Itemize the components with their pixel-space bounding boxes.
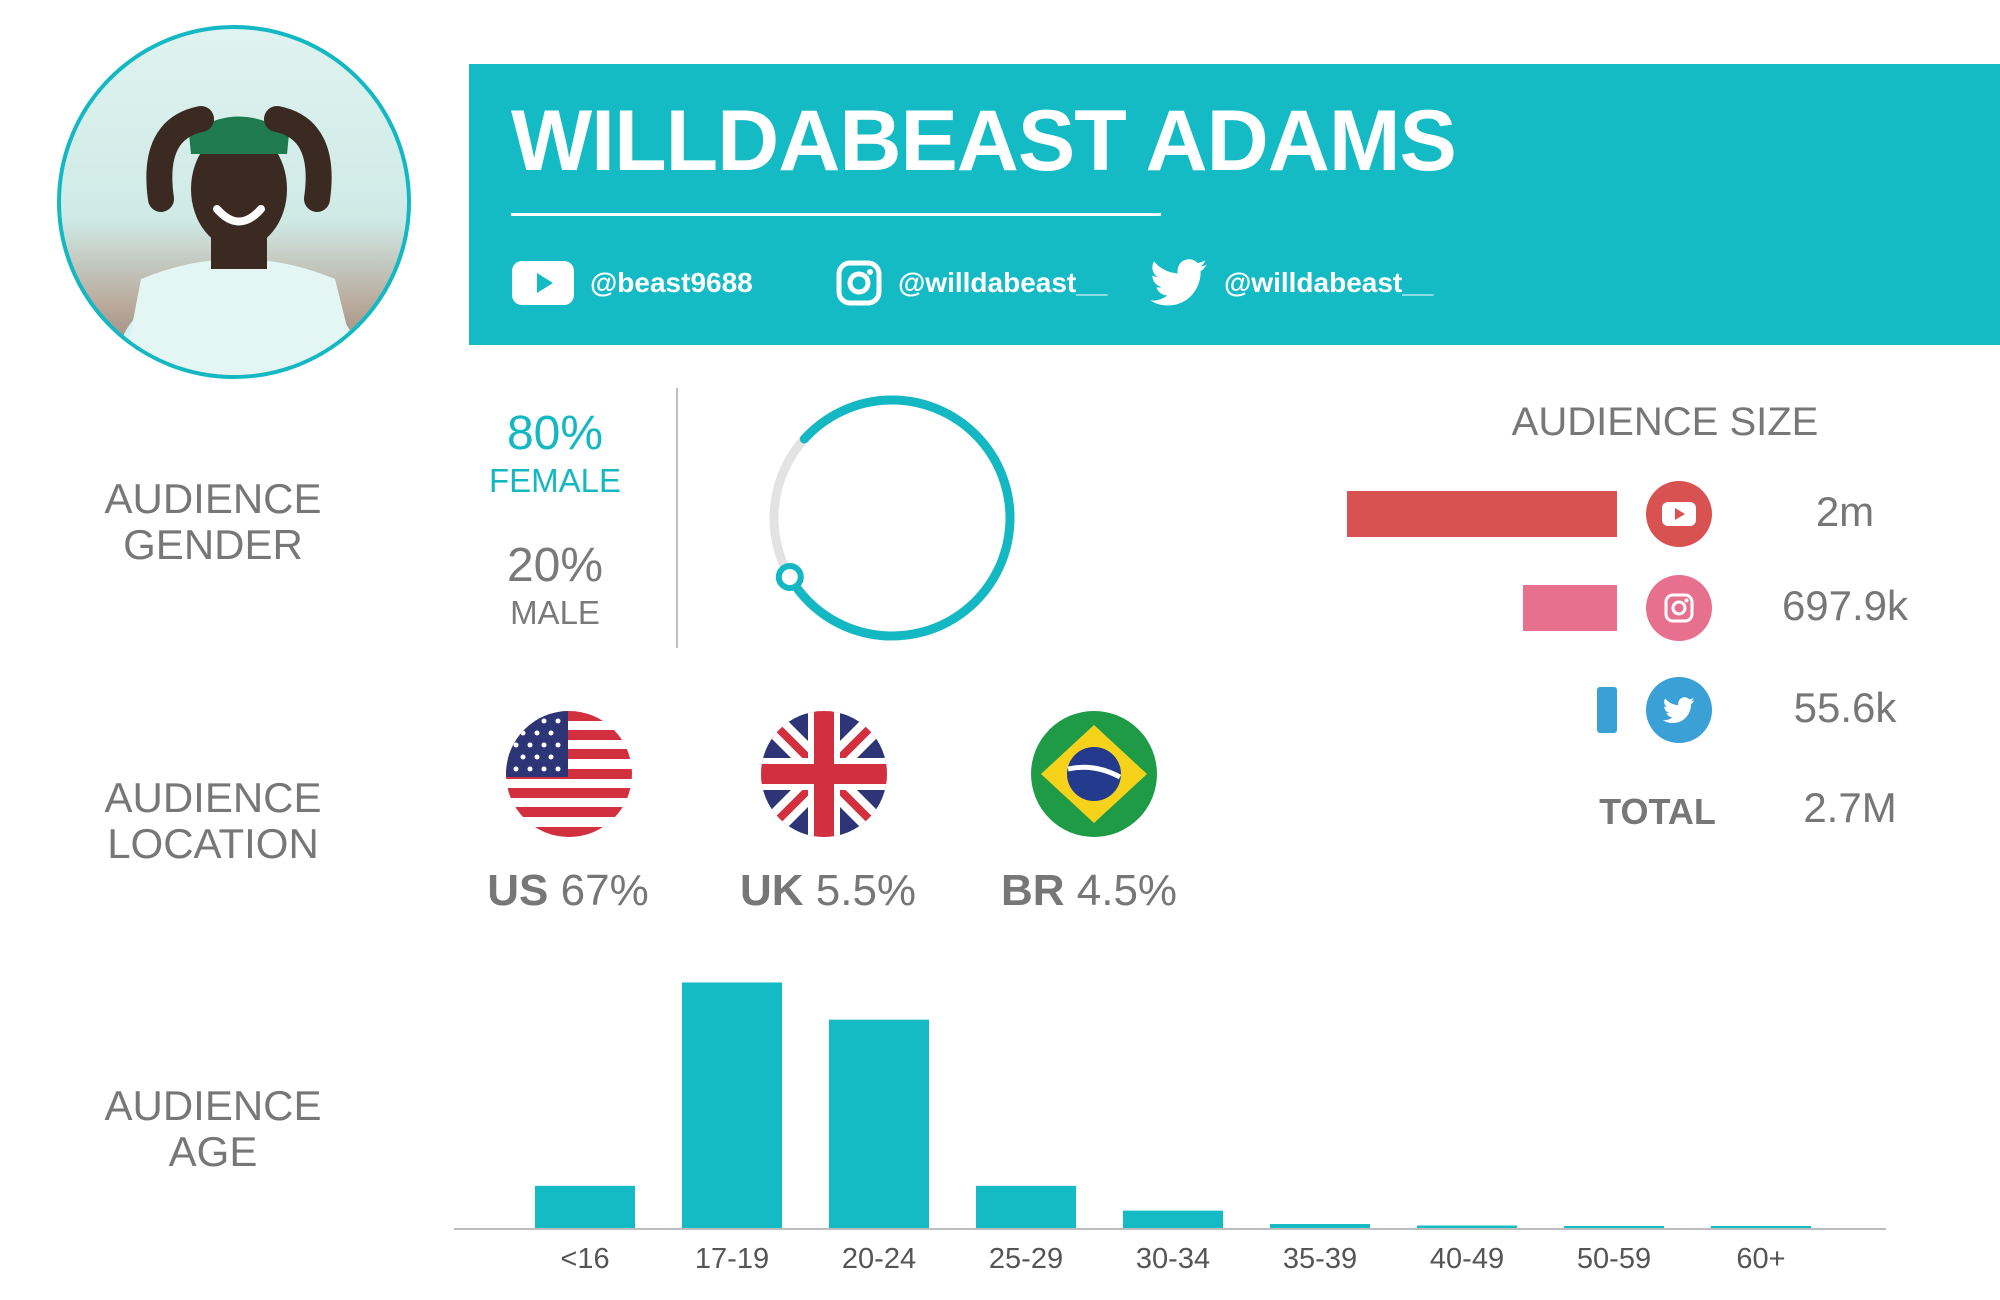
youtube-handle-text: @beast9688 bbox=[590, 267, 753, 298]
age-bar-5 bbox=[1270, 1224, 1370, 1228]
br-location-stat: BR 4.5% bbox=[979, 866, 1199, 916]
youtube-handle-link[interactable]: @beast9688 bbox=[512, 258, 753, 308]
name-underline bbox=[511, 213, 1161, 216]
female-arc bbox=[785, 395, 1015, 641]
age-tick-label-8: 60+ bbox=[1736, 1243, 1785, 1275]
youtube-size-bar bbox=[1347, 491, 1617, 537]
instagram-size-value: 697.9k bbox=[1781, 582, 1909, 629]
age-tick-label-7: 50-59 bbox=[1577, 1243, 1651, 1275]
age-bar-chart: <16 17-19 20-24 25-29 30-34 35-39 40-49 50-59 60… bbox=[454, 982, 1886, 1275]
instagram-icon bbox=[836, 260, 882, 306]
total-value: 2.7M bbox=[1803, 784, 1897, 831]
age-bar-8 bbox=[1711, 1226, 1811, 1228]
age-bar-2 bbox=[829, 1019, 929, 1228]
female-percent: 80% bbox=[506, 407, 604, 460]
audience-location-label: AUDIENCE LOCATION bbox=[70, 775, 356, 867]
audience-age-label: AUDIENCE AGE bbox=[70, 1083, 356, 1175]
brazil-flag-icon bbox=[1031, 711, 1157, 837]
male-percent: 20% bbox=[506, 539, 604, 592]
age-label-line2: AGE bbox=[168, 1128, 258, 1175]
age-tick-label-1: 17-19 bbox=[695, 1243, 769, 1275]
gender-divider bbox=[676, 388, 678, 648]
us-location-stat: US 67% bbox=[458, 866, 678, 916]
age-bar-4 bbox=[1123, 1210, 1223, 1228]
uk-flag-icon bbox=[761, 711, 887, 837]
us-code: US bbox=[487, 866, 549, 915]
age-bar-1 bbox=[682, 982, 782, 1228]
age-label-line1: AUDIENCE bbox=[104, 1082, 322, 1129]
audience-gender-label: AUDIENCE GENDER bbox=[70, 476, 356, 568]
youtube-icon bbox=[1646, 481, 1712, 547]
age-bar-0 bbox=[535, 1185, 635, 1228]
us-percent: 67% bbox=[560, 866, 649, 915]
female-label: FEMALE bbox=[488, 462, 622, 499]
instagram-size-bar bbox=[1522, 585, 1617, 631]
age-bar-7 bbox=[1564, 1226, 1664, 1228]
uk-code: UK bbox=[739, 866, 804, 915]
age-bar-3 bbox=[976, 1185, 1076, 1228]
age-tick-label-4: 30-34 bbox=[1136, 1243, 1210, 1275]
twitter-icon bbox=[1150, 259, 1207, 306]
audience-size-title: AUDIENCE SIZE bbox=[1511, 400, 1819, 444]
gender-ring-chart bbox=[769, 395, 1015, 641]
twitter-handle-link[interactable]: @willdabeast__ bbox=[1150, 258, 1433, 308]
youtube-size-value: 2m bbox=[1815, 488, 1875, 535]
male-label: MALE bbox=[510, 594, 600, 631]
age-tick-label-6: 40-49 bbox=[1430, 1243, 1504, 1275]
total-label: TOTAL bbox=[1599, 791, 1716, 832]
age-tick-label-2: 20-24 bbox=[842, 1243, 916, 1275]
profile-name: WILLDABEAST ADAMS bbox=[511, 93, 1457, 189]
age-tick-label-0: <16 bbox=[560, 1243, 609, 1275]
location-label-line1: AUDIENCE bbox=[104, 774, 322, 821]
gender-label-line1: AUDIENCE bbox=[104, 475, 322, 522]
age-tick-label-3: 25-29 bbox=[989, 1243, 1063, 1275]
profile-avatar bbox=[57, 25, 411, 379]
us-flag-icon bbox=[506, 711, 632, 837]
br-code: BR bbox=[1000, 866, 1065, 915]
instagram-handle-link[interactable]: @willdabeast__ bbox=[836, 258, 1107, 308]
header-banner bbox=[469, 64, 2000, 345]
uk-percent: 5.5% bbox=[815, 866, 917, 915]
person-photo-icon bbox=[118, 106, 359, 375]
twitter-handle-text: @willdabeast__ bbox=[1224, 267, 1434, 298]
twitter-size-bar bbox=[1597, 687, 1617, 733]
ring-marker bbox=[775, 563, 804, 591]
twitter-size-value: 55.6k bbox=[1793, 684, 1897, 731]
gender-label-line2: GENDER bbox=[123, 521, 303, 568]
youtube-icon bbox=[512, 261, 574, 305]
instagram-handle-text: @willdabeast__ bbox=[898, 267, 1108, 298]
twitter-icon bbox=[1646, 677, 1712, 743]
age-tick-label-5: 35-39 bbox=[1283, 1243, 1357, 1275]
uk-location-stat: UK 5.5% bbox=[718, 866, 938, 916]
br-percent: 4.5% bbox=[1076, 866, 1178, 915]
location-label-line2: LOCATION bbox=[107, 820, 319, 867]
age-bar-6 bbox=[1417, 1225, 1517, 1228]
instagram-icon bbox=[1646, 575, 1712, 641]
